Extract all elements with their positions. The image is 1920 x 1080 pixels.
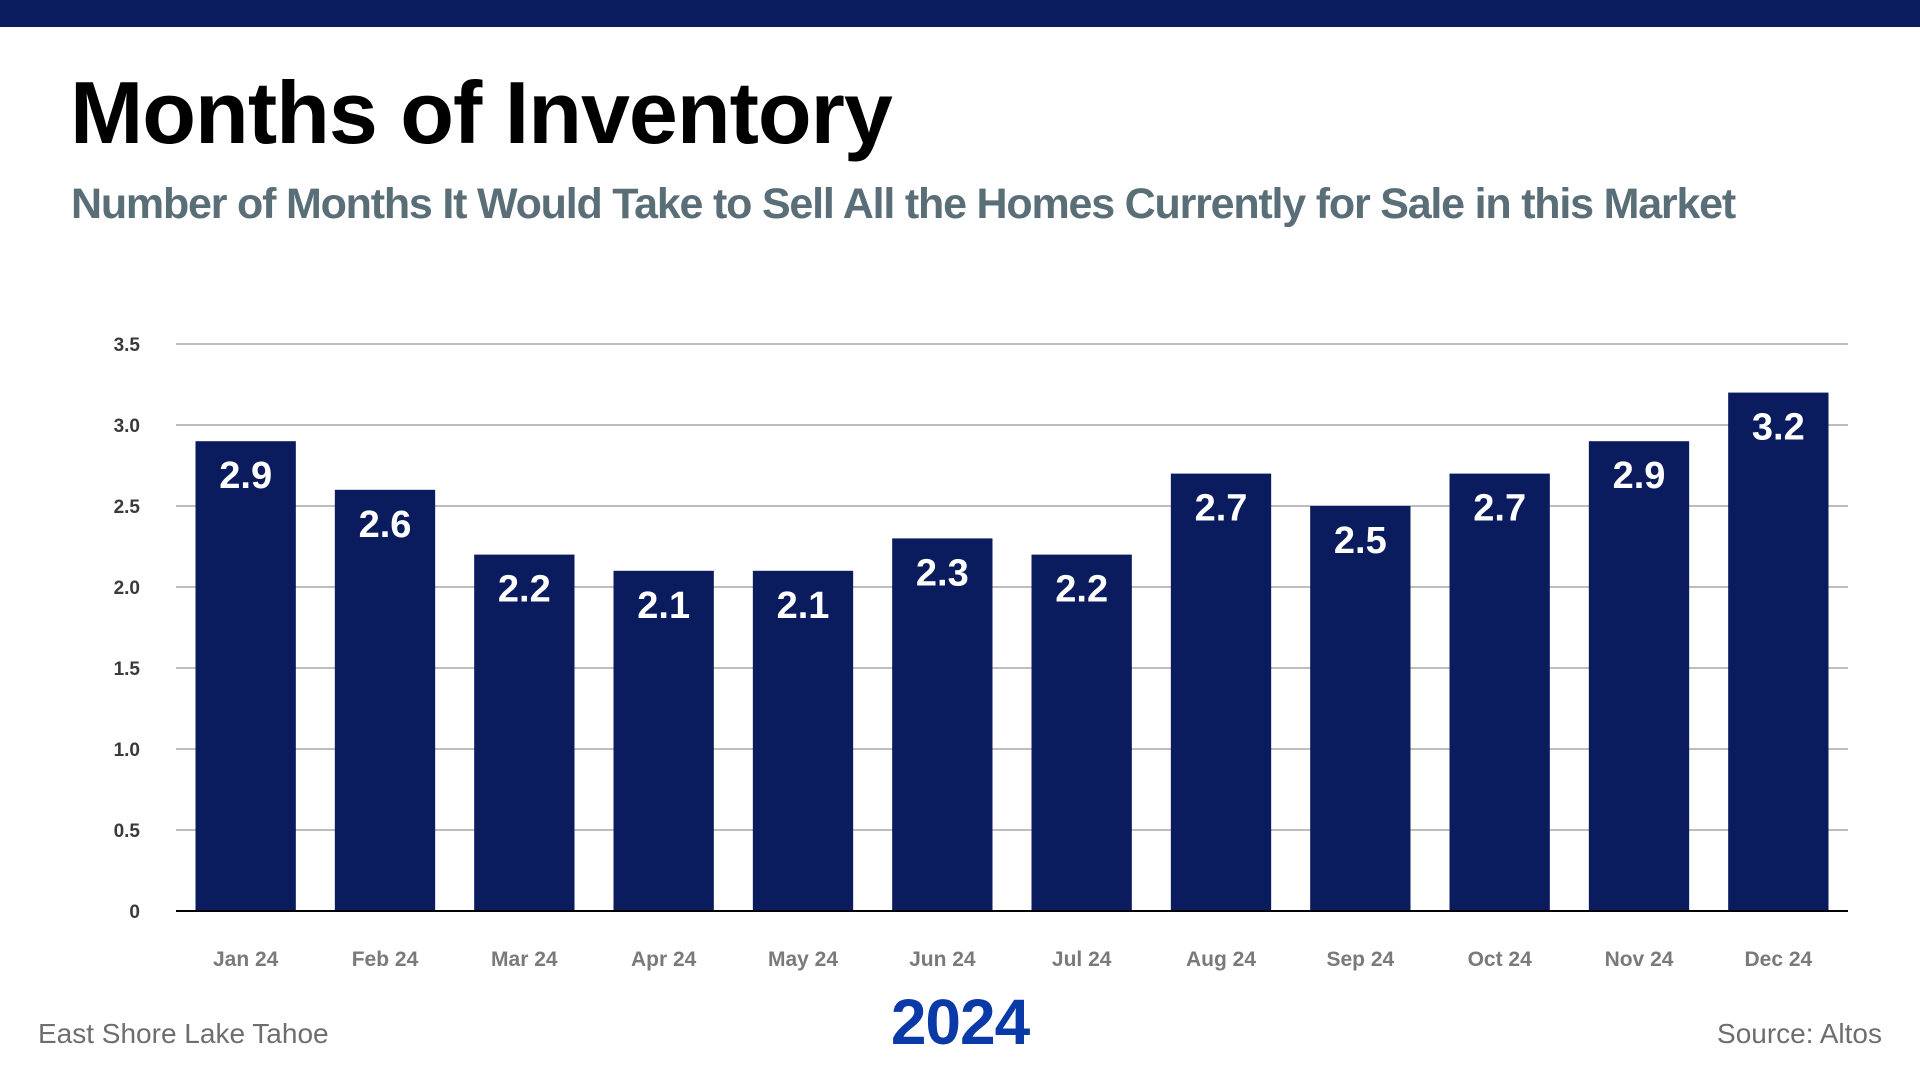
data-label: 2.5 xyxy=(1334,520,1387,562)
data-label: 2.3 xyxy=(916,552,969,594)
bar-aug-24 xyxy=(1170,473,1272,911)
source-label: Source: Altos xyxy=(1717,1018,1882,1049)
data-label: 2.9 xyxy=(1613,455,1666,497)
bar-may-24 xyxy=(752,570,854,911)
bar-jan-24 xyxy=(195,441,296,911)
location-label: East Shore Lake Tahoe xyxy=(38,1018,329,1049)
data-label: 2.1 xyxy=(637,585,690,627)
y-tick-label: 0.5 xyxy=(114,821,141,842)
data-label: 2.9 xyxy=(219,455,272,497)
x-tick-label: Feb 24 xyxy=(352,948,419,971)
top-accent-bar xyxy=(0,0,1920,27)
bar-jul-24 xyxy=(1031,554,1132,911)
bar-dec-24 xyxy=(1728,392,1829,912)
data-label: 3.2 xyxy=(1752,407,1805,449)
y-tick-label: 2.5 xyxy=(114,497,141,518)
bar-jun-24 xyxy=(892,538,993,911)
x-tick-label: Oct 24 xyxy=(1468,948,1533,971)
data-label: 2.6 xyxy=(359,504,412,546)
y-tick-label: 0 xyxy=(129,902,140,923)
data-label: 2.1 xyxy=(777,585,830,627)
x-tick-label: Sep 24 xyxy=(1326,948,1394,971)
x-tick-label: Apr 24 xyxy=(631,948,697,971)
page-title: Months of Inventory xyxy=(70,63,893,162)
x-tick-label: Nov 24 xyxy=(1605,948,1674,971)
bar-oct-24 xyxy=(1449,473,1550,911)
x-tick-label: Jul 24 xyxy=(1052,948,1112,971)
data-label: 2.2 xyxy=(498,569,551,611)
data-label: 2.7 xyxy=(1473,488,1526,530)
x-tick-label: May 24 xyxy=(768,948,838,971)
bar-nov-24 xyxy=(1588,441,1690,911)
bar-apr-24 xyxy=(613,570,714,911)
y-tick-label: 1.5 xyxy=(114,659,141,680)
y-tick-label: 3.5 xyxy=(114,335,141,356)
page-subtitle: Number of Months It Would Take to Sell A… xyxy=(71,180,1736,228)
y-tick-label: 3.0 xyxy=(114,416,140,437)
x-axis-title-year: 2024 xyxy=(890,986,1030,1058)
x-tick-label: Jun 24 xyxy=(909,948,976,971)
data-label: 2.2 xyxy=(1055,569,1108,611)
x-tick-label: Jan 24 xyxy=(213,948,279,971)
x-tick-label: Dec 24 xyxy=(1744,948,1812,971)
bar-feb-24 xyxy=(334,489,436,911)
bar-mar-24 xyxy=(474,554,575,911)
y-tick-label: 1.0 xyxy=(114,740,140,761)
y-tick-label: 2.0 xyxy=(114,578,140,599)
x-tick-label: Aug 24 xyxy=(1186,948,1256,971)
data-label: 2.7 xyxy=(1195,488,1248,530)
x-tick-label: Mar 24 xyxy=(491,948,558,971)
bar-sep-24 xyxy=(1310,506,1411,911)
